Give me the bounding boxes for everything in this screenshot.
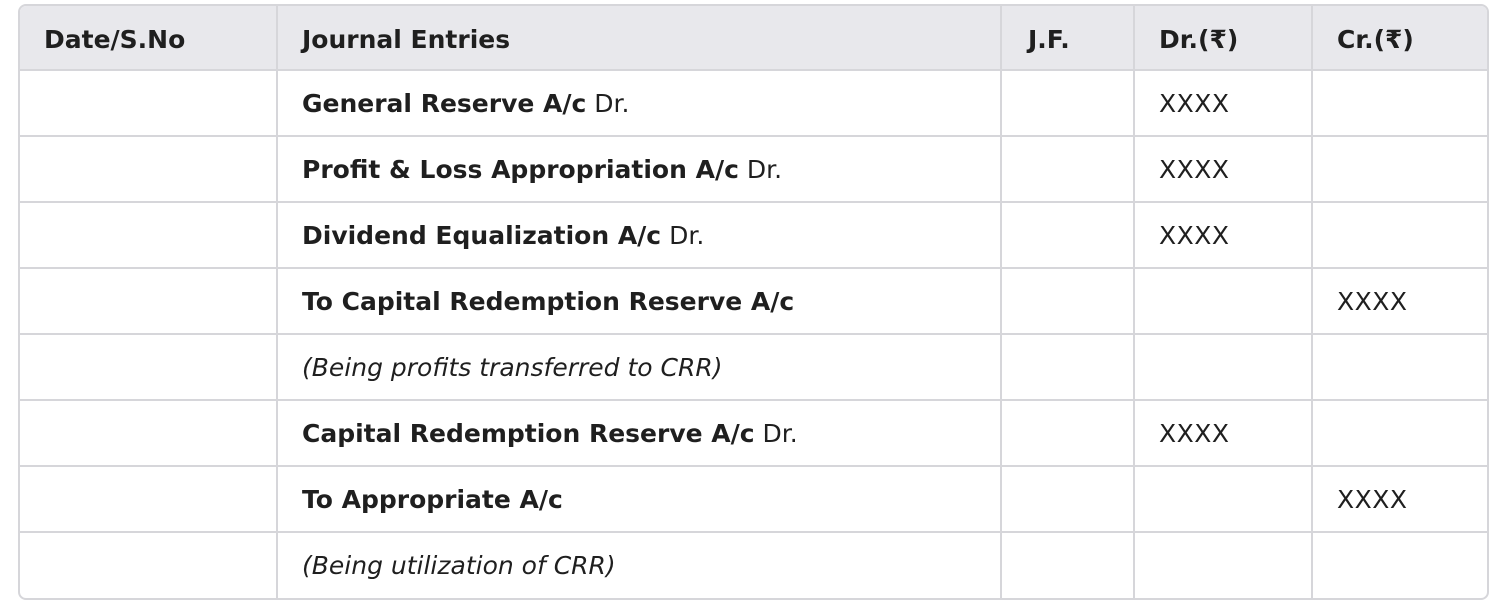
- jf-cell: [1001, 202, 1135, 269]
- debit-cell: [1134, 268, 1313, 335]
- account-name: To Capital Redemption Reserve A/c: [302, 286, 795, 316]
- jf-cell: [1001, 70, 1135, 137]
- debit-cell: XXXX: [1134, 400, 1313, 467]
- table-row: General Reserve A/c Dr. XXXX: [20, 70, 1487, 137]
- entry-cell: General Reserve A/c Dr.: [277, 70, 1002, 137]
- dr-suffix: Dr.: [586, 88, 630, 118]
- debit-cell: [1134, 334, 1313, 401]
- debit-cell: [1134, 466, 1313, 533]
- credit-cell: [1312, 136, 1487, 203]
- credit-cell: [1312, 70, 1487, 137]
- header-credit: Cr.(₹): [1312, 6, 1487, 71]
- credit-cell: [1312, 334, 1487, 401]
- date-cell: [20, 136, 278, 203]
- entry-cell: Capital Redemption Reserve A/c Dr.: [277, 400, 1002, 467]
- table-body: General Reserve A/c Dr. XXXX Profit & Lo…: [20, 70, 1487, 598]
- jf-cell: [1001, 532, 1135, 598]
- debit-cell: XXXX: [1134, 136, 1313, 203]
- jf-cell: [1001, 466, 1135, 533]
- entry-cell: Profit & Loss Appropriation A/c Dr.: [277, 136, 1002, 203]
- journal-table-container: Date/S.No Journal Entries J.F. Dr.(₹) Cr…: [18, 4, 1489, 600]
- header-journal-entries: Journal Entries: [277, 6, 1002, 71]
- table-header: Date/S.No Journal Entries J.F. Dr.(₹) Cr…: [20, 6, 1487, 71]
- account-name: Capital Redemption Reserve A/c: [302, 418, 755, 448]
- credit-cell: [1312, 532, 1487, 598]
- jf-cell: [1001, 136, 1135, 203]
- credit-cell: [1312, 202, 1487, 269]
- table-row: (Being utilization of CRR): [20, 532, 1487, 598]
- table-row: Capital Redemption Reserve A/c Dr. XXXX: [20, 400, 1487, 467]
- date-cell: [20, 70, 278, 137]
- account-name: General Reserve A/c: [302, 88, 587, 118]
- table-row: To Capital Redemption Reserve A/c XXXX: [20, 268, 1487, 335]
- date-cell: [20, 268, 278, 335]
- debit-cell: XXXX: [1134, 202, 1313, 269]
- debit-cell: [1134, 532, 1313, 598]
- credit-cell: [1312, 400, 1487, 467]
- narration-cell: (Being profits transferred to CRR): [277, 334, 1002, 401]
- header-debit: Dr.(₹): [1134, 6, 1313, 71]
- date-cell: [20, 466, 278, 533]
- account-name: To Appropriate A/c: [302, 484, 563, 514]
- narration-cell: (Being utilization of CRR): [277, 532, 1002, 598]
- table-row: (Being profits transferred to CRR): [20, 334, 1487, 401]
- jf-cell: [1001, 400, 1135, 467]
- entry-cell: Dividend Equalization A/c Dr.: [277, 202, 1002, 269]
- date-cell: [20, 202, 278, 269]
- journal-entries-table: Date/S.No Journal Entries J.F. Dr.(₹) Cr…: [20, 6, 1487, 598]
- header-row: Date/S.No Journal Entries J.F. Dr.(₹) Cr…: [20, 6, 1487, 71]
- account-name: Dividend Equalization A/c: [302, 220, 662, 250]
- credit-cell: XXXX: [1312, 466, 1487, 533]
- entry-cell: To Capital Redemption Reserve A/c: [277, 268, 1002, 335]
- jf-cell: [1001, 334, 1135, 401]
- table-row: Profit & Loss Appropriation A/c Dr. XXXX: [20, 136, 1487, 203]
- entry-cell: To Appropriate A/c: [277, 466, 1002, 533]
- header-jf: J.F.: [1001, 6, 1135, 71]
- date-cell: [20, 532, 278, 598]
- table-row: To Appropriate A/c XXXX: [20, 466, 1487, 533]
- table-row: Dividend Equalization A/c Dr. XXXX: [20, 202, 1487, 269]
- header-date: Date/S.No: [20, 6, 278, 71]
- debit-cell: XXXX: [1134, 70, 1313, 137]
- date-cell: [20, 334, 278, 401]
- dr-suffix: Dr.: [661, 220, 705, 250]
- date-cell: [20, 400, 278, 467]
- jf-cell: [1001, 268, 1135, 335]
- dr-suffix: Dr.: [754, 418, 798, 448]
- dr-suffix: Dr.: [738, 154, 783, 184]
- credit-cell: XXXX: [1312, 268, 1487, 335]
- account-name: Profit & Loss Appropriation A/c: [302, 154, 739, 184]
